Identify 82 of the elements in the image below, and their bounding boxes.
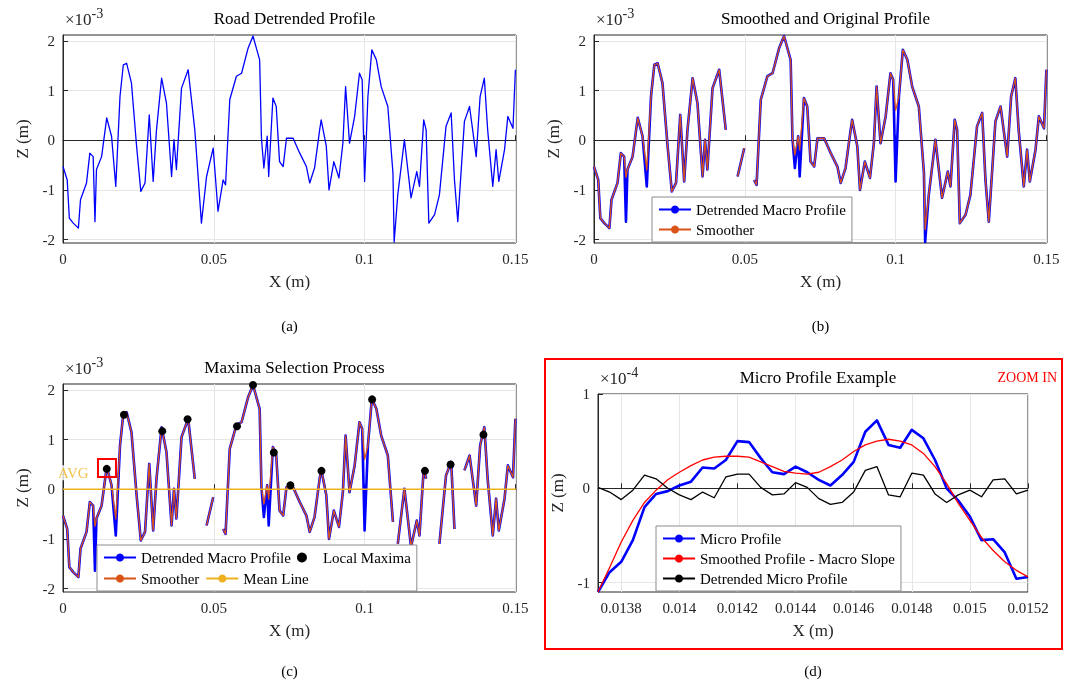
x-tick-label: 0.15 xyxy=(1033,250,1060,267)
x-tick-label: 0.15 xyxy=(502,250,529,267)
legend-label: Local Maxima xyxy=(322,549,412,566)
point xyxy=(317,466,326,475)
point xyxy=(233,422,242,431)
legend-label: Smoother xyxy=(696,221,755,238)
x-tick-label: 0.0152 xyxy=(1007,599,1049,616)
x-tick-label: 0.1 xyxy=(355,250,374,267)
chart-title: Maxima Selection Process xyxy=(204,358,385,377)
line-series xyxy=(597,465,1029,505)
point xyxy=(420,466,429,475)
x-tick-label: 0.014 xyxy=(662,599,697,616)
y-tick-label: 2 xyxy=(47,381,55,398)
text: ZOOM IN xyxy=(997,370,1057,386)
text: ×10$^{-4}$ xyxy=(600,364,639,389)
legend-label: Smoother xyxy=(141,570,200,587)
chart-title: Road Detrended Profile xyxy=(213,9,376,28)
point xyxy=(183,415,192,424)
y-axis-title: Z (m) xyxy=(548,473,567,513)
legend-label: Mean Line xyxy=(243,570,310,587)
y-tick-label: 1 xyxy=(582,386,590,402)
point xyxy=(119,410,128,419)
text: (b) xyxy=(811,318,830,335)
legend-label: Smoothed Profile - Macro Slope xyxy=(700,550,896,567)
x-tick-label: 0.15 xyxy=(502,599,529,616)
x-tick-label: 0.1 xyxy=(886,250,905,267)
x-tick-label: 0 xyxy=(59,599,67,616)
legend-label: Detrended Micro Profile xyxy=(700,570,848,587)
x-tick-label: 0 xyxy=(59,250,67,267)
legend-label: Detrended Macro Profile xyxy=(141,549,292,566)
point xyxy=(158,427,167,436)
x-tick-label: 0.0144 xyxy=(774,599,817,616)
chart-title: Smoothed and Original Profile xyxy=(720,9,931,28)
x-tick-label: 0.0146 xyxy=(833,599,875,616)
y-tick-label: 2 xyxy=(47,32,55,49)
x-tick-label: 0.05 xyxy=(200,599,227,616)
y-tick-label: -2 xyxy=(42,231,55,248)
x-tick-label: 0.0148 xyxy=(891,599,933,616)
y-tick-label: 0 xyxy=(582,480,590,497)
point xyxy=(479,430,488,439)
y-axis-title: Z (m) xyxy=(544,119,563,159)
legend-label: Detrended Macro Profile xyxy=(696,201,847,218)
text: ×10$^{-3}$ xyxy=(596,5,635,30)
y-axis-title: Z (m) xyxy=(13,468,32,508)
y-tick-label: -1 xyxy=(42,530,55,547)
y-tick-label: -2 xyxy=(573,231,586,248)
y-tick-label: 2 xyxy=(578,32,586,49)
y-tick-label: -1 xyxy=(573,181,586,198)
line-series xyxy=(62,35,517,243)
text: ×10$^{-3}$ xyxy=(65,354,104,379)
x-axis-title: X (m) xyxy=(799,272,842,291)
y-tick-label: 1 xyxy=(47,431,55,448)
chart-title: Micro Profile Example xyxy=(739,368,897,387)
x-tick-label: 0.015 xyxy=(953,599,987,616)
x-tick-label: 0.1 xyxy=(355,599,374,616)
x-tick-label: 0.0138 xyxy=(600,599,642,616)
annotation: AVG xyxy=(58,464,89,481)
x-axis-title: X (m) xyxy=(792,621,834,640)
y-tick-label: -2 xyxy=(42,580,55,597)
x-axis-title: X (m) xyxy=(268,621,311,640)
text: (d) xyxy=(804,663,822,680)
x-tick-label: 0.05 xyxy=(731,250,758,267)
point xyxy=(446,460,455,469)
point xyxy=(249,380,258,389)
y-tick-label: 0 xyxy=(47,132,55,149)
x-tick-label: 0.0142 xyxy=(716,599,759,616)
y-tick-label: -1 xyxy=(577,574,590,591)
point xyxy=(368,395,377,404)
text: ×10$^{-3}$ xyxy=(65,5,104,30)
point xyxy=(269,448,278,457)
y-tick-label: -1 xyxy=(42,181,55,198)
legend-label: Micro Profile xyxy=(700,530,782,547)
point xyxy=(286,481,295,490)
x-axis-title: X (m) xyxy=(268,272,311,291)
y-tick-label: 1 xyxy=(578,82,586,99)
text: (c) xyxy=(281,663,298,680)
y-tick-label: 1 xyxy=(47,82,55,99)
y-tick-label: 0 xyxy=(578,132,586,149)
x-tick-label: 0.05 xyxy=(200,250,227,267)
text: (a) xyxy=(281,318,298,335)
y-axis-title: Z (m) xyxy=(13,119,32,159)
y-tick-label: 0 xyxy=(47,481,55,498)
